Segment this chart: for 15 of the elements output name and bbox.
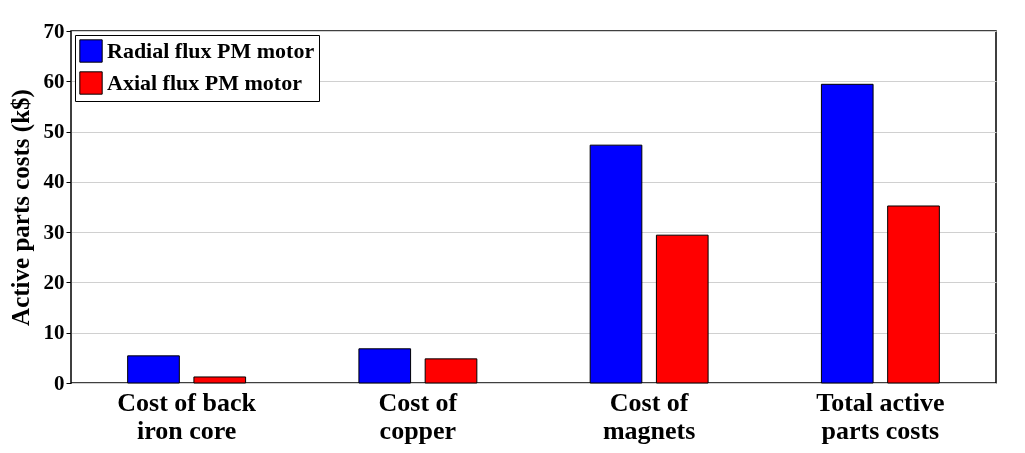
y-tick-label: 60 bbox=[43, 68, 65, 93]
y-tick-label: 70 bbox=[43, 18, 65, 43]
x-tick-label: Cost of back iron core bbox=[117, 387, 257, 445]
y-axis-title: Active parts costs (k$) bbox=[6, 89, 35, 326]
y-tick-label: 40 bbox=[43, 169, 65, 194]
y-tick-label: 50 bbox=[43, 119, 65, 144]
legend-label: Radial flux PM motor bbox=[107, 38, 315, 63]
y-tick-label: 10 bbox=[43, 320, 65, 345]
y-tick-label: 30 bbox=[43, 219, 65, 244]
x-tick-label: Total active parts costs bbox=[816, 387, 945, 445]
y-tick-label: 20 bbox=[43, 269, 65, 294]
y-tick-label: 0 bbox=[54, 370, 65, 395]
legend-label: Axial flux PM motor bbox=[107, 70, 303, 95]
x-tick-label: Cost of copper bbox=[378, 387, 458, 445]
x-tick-label: Cost of magnets bbox=[602, 387, 696, 445]
